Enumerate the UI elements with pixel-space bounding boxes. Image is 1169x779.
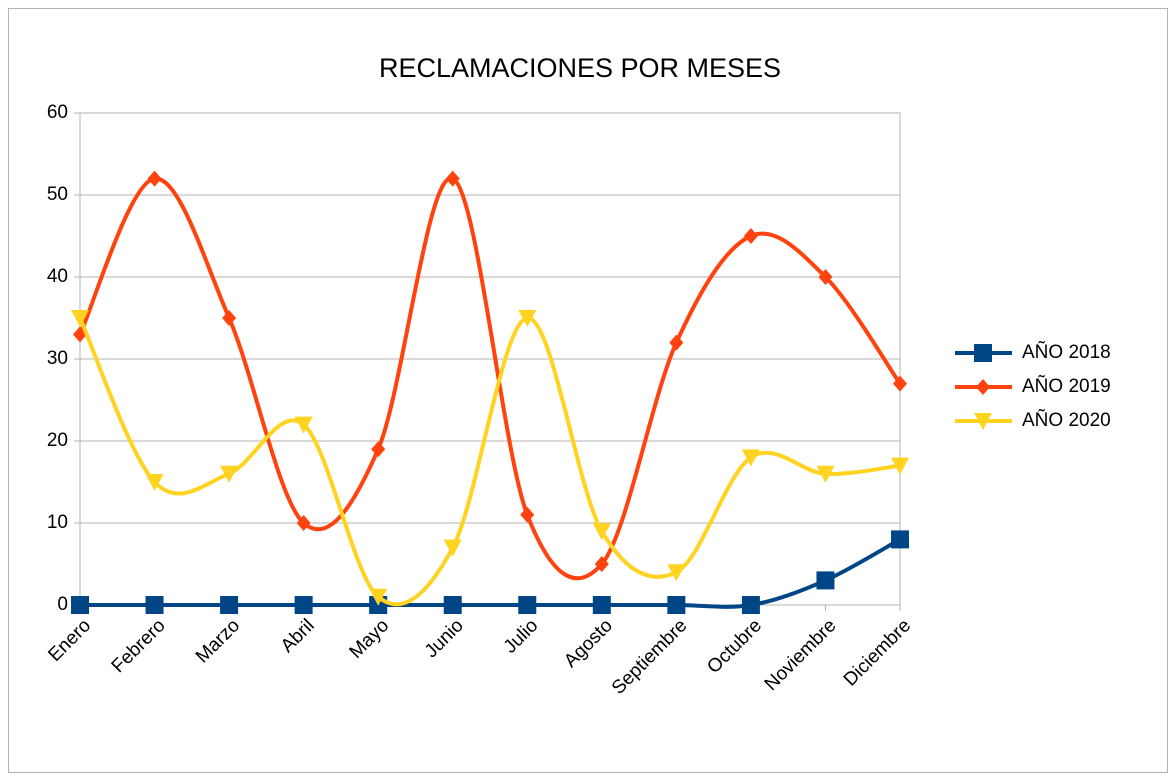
legend-label: AÑO 2020 [1022, 409, 1111, 431]
marker [296, 515, 311, 531]
marker [294, 596, 313, 614]
marker [816, 465, 835, 483]
marker [520, 506, 535, 523]
marker [147, 170, 162, 187]
marker [443, 539, 462, 557]
marker [592, 523, 611, 541]
marker [71, 596, 89, 614]
marker [743, 228, 758, 244]
marker [145, 596, 164, 614]
series-line [78, 176, 902, 581]
marker [741, 449, 760, 467]
y-tick-label: 30 [47, 348, 68, 369]
marker [669, 334, 684, 351]
legend-label: AÑO 2018 [1022, 341, 1111, 363]
y-tick-label: 20 [47, 430, 68, 451]
marker [518, 596, 537, 614]
chart-title: RECLAMACIONES POR MESES [379, 53, 781, 83]
marker [71, 310, 89, 327]
marker [893, 375, 907, 392]
marker [974, 344, 992, 362]
marker [294, 416, 313, 434]
y-tick-label: 60 [47, 102, 68, 123]
y-tick-label: 40 [47, 266, 68, 287]
marker [592, 596, 611, 614]
marker [220, 465, 239, 483]
y-tick-label: 0 [57, 594, 68, 615]
marker [667, 564, 686, 582]
marker [741, 596, 760, 614]
marker [220, 596, 239, 614]
marker [594, 556, 609, 572]
marker [145, 474, 164, 491]
marker [818, 269, 833, 285]
marker [891, 530, 909, 549]
marker [222, 310, 237, 326]
marker [371, 441, 386, 458]
y-tick-label: 10 [47, 512, 68, 533]
marker [891, 457, 909, 475]
marker [369, 588, 388, 606]
marker [443, 596, 462, 614]
y-tick-label: 50 [47, 184, 68, 205]
marker [667, 596, 686, 614]
marker [974, 413, 992, 430]
marker [976, 379, 990, 395]
marker [445, 170, 460, 187]
chart-border [8, 8, 1168, 773]
legend-label: AÑO 2019 [1022, 375, 1111, 397]
marker [816, 571, 835, 590]
marker [518, 310, 537, 327]
